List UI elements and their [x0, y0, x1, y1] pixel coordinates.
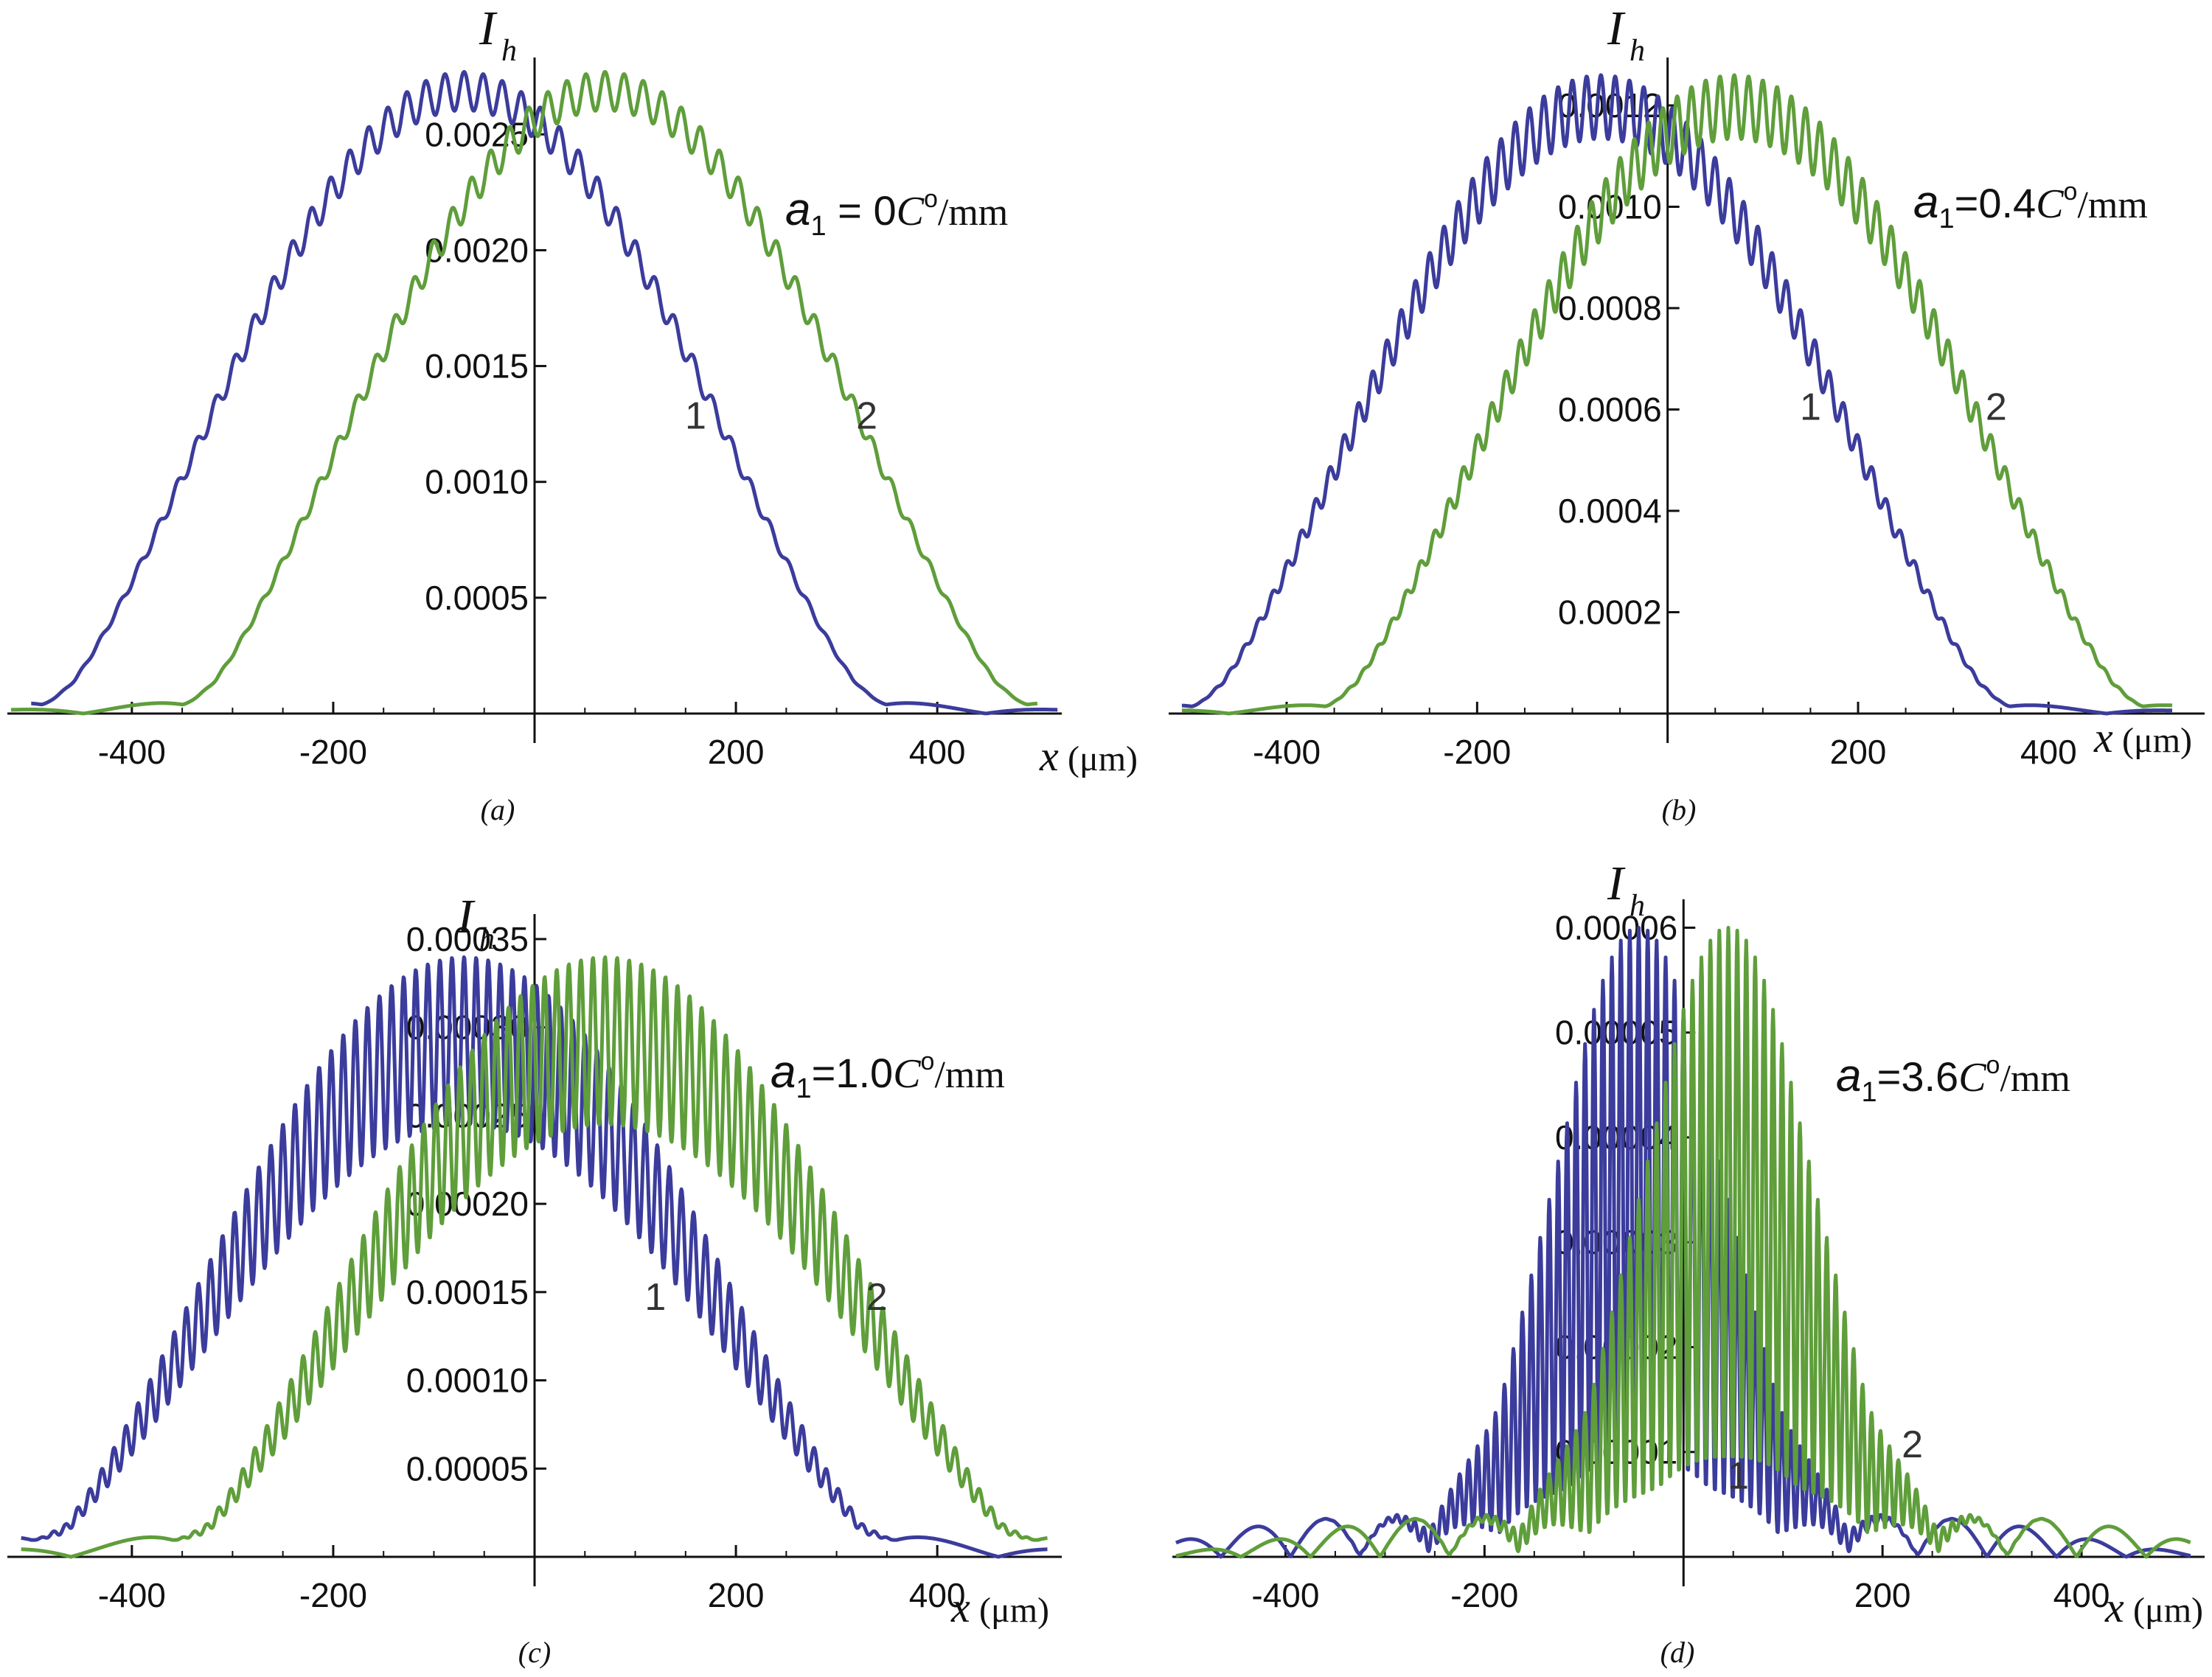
- y-tick-label: 0.00015: [406, 1273, 529, 1311]
- y-tick-label: 0.0010: [425, 463, 529, 501]
- curve-label: 2: [1902, 1423, 1923, 1466]
- y-axis-title-sub: h: [1630, 34, 1645, 68]
- x-tick-label: -200: [1450, 1576, 1518, 1614]
- y-tick-label: 0.0006: [1558, 391, 1662, 429]
- y-axis-title-sub: h: [1630, 889, 1645, 923]
- chart-panel-3: -400 -200 200 400 0.00005 0.00010 0.00015 0.000…: [7, 890, 1062, 1669]
- series-2-line: [20, 955, 1049, 1559]
- panel-tag: (a): [481, 793, 515, 826]
- x-tick-label: 400: [2053, 1576, 2110, 1614]
- panel-tag: (b): [1662, 793, 1697, 826]
- x-tick-label: 400: [909, 1576, 966, 1614]
- y-tick-label: 0.0002: [1558, 593, 1662, 632]
- y-tick-label: 0.0005: [425, 579, 529, 617]
- x-axis-unit: (μm): [2122, 721, 2192, 760]
- x-tick-label: -200: [1443, 733, 1511, 771]
- x-tick-label: 200: [1830, 733, 1887, 771]
- curve-label: 1: [1728, 1455, 1749, 1498]
- x-tick-label: -400: [98, 733, 166, 771]
- y-tick-label: 0.00010: [406, 1362, 529, 1400]
- curve-label: 1: [1800, 386, 1821, 428]
- x-axis-title: x: [1039, 732, 1059, 780]
- y-axis-title-sub: h: [479, 922, 495, 956]
- x-axis-title: x: [950, 1583, 970, 1631]
- curve-label: 2: [856, 394, 877, 437]
- parameter-annotation: a1=0.4Co/mm: [1913, 177, 2148, 234]
- x-axis-unit: (μm): [979, 1591, 1049, 1630]
- series-2-line: [1180, 73, 2174, 716]
- curve-label: 1: [685, 394, 706, 437]
- y-axis-title: I: [456, 890, 476, 944]
- parameter-annotation: a1=1.0Co/mm: [771, 1047, 1005, 1104]
- series-1-line: [1180, 73, 2174, 716]
- y-tick-label: 0.00006: [1555, 908, 1677, 946]
- x-tick-label: -400: [1251, 1576, 1319, 1614]
- x-tick-label: -200: [299, 733, 367, 771]
- x-axis-unit: (μm): [1068, 739, 1138, 778]
- y-axis-title: I: [1607, 857, 1626, 910]
- chart-panel-4: -400 -200 200 4000.000010.000020.000030.000…: [1172, 857, 2205, 1669]
- curve-label: 2: [866, 1276, 888, 1319]
- x-tick-label: 200: [1854, 1576, 1911, 1614]
- y-tick-label: 0.0008: [1558, 289, 1662, 327]
- panel-tag: (d): [1660, 1636, 1695, 1669]
- x-tick-label: -200: [299, 1576, 367, 1614]
- panel-tag: (c): [518, 1636, 551, 1669]
- y-axis-title-sub: h: [501, 34, 517, 68]
- curve-label: 1: [644, 1276, 666, 1319]
- x-tick-label: 200: [708, 1576, 765, 1614]
- y-tick-label: 0.0020: [425, 231, 529, 269]
- x-axis-unit: (μm): [2133, 1591, 2203, 1630]
- x-tick-label: 400: [2020, 733, 2077, 771]
- y-axis-title: I: [479, 1, 498, 55]
- y-tick-label: 0.0015: [425, 347, 529, 386]
- series-1-line: [29, 70, 1059, 716]
- y-axis-title: I: [1607, 1, 1626, 55]
- chart-panel-1: -400 -200 200 4000.00050.00100.00150.00200.…: [7, 1, 1138, 826]
- parameter-annotation: a1=3.6Co/mm: [1836, 1050, 2070, 1108]
- x-tick-label: 200: [708, 733, 765, 771]
- y-tick-label: 0.00005: [406, 1449, 529, 1488]
- chart-panel-2: -400 -200 200 4000.00020.00040.00060.00080.…: [1169, 1, 2205, 826]
- curve-label: 2: [1986, 386, 2007, 428]
- x-axis-title: x: [2104, 1583, 2124, 1631]
- series-2-line: [10, 70, 1039, 716]
- x-tick-label: 400: [909, 733, 966, 771]
- y-tick-label: 0.00035: [406, 920, 529, 958]
- y-tick-label: 0.0004: [1558, 492, 1662, 530]
- parameter-annotation: a1 = 0Co/mm: [785, 184, 1008, 242]
- x-axis-title: x: [2093, 714, 2113, 761]
- x-tick-label: -400: [1253, 733, 1321, 771]
- series-2-line: [1175, 926, 2192, 1559]
- x-tick-label: -400: [98, 1576, 166, 1614]
